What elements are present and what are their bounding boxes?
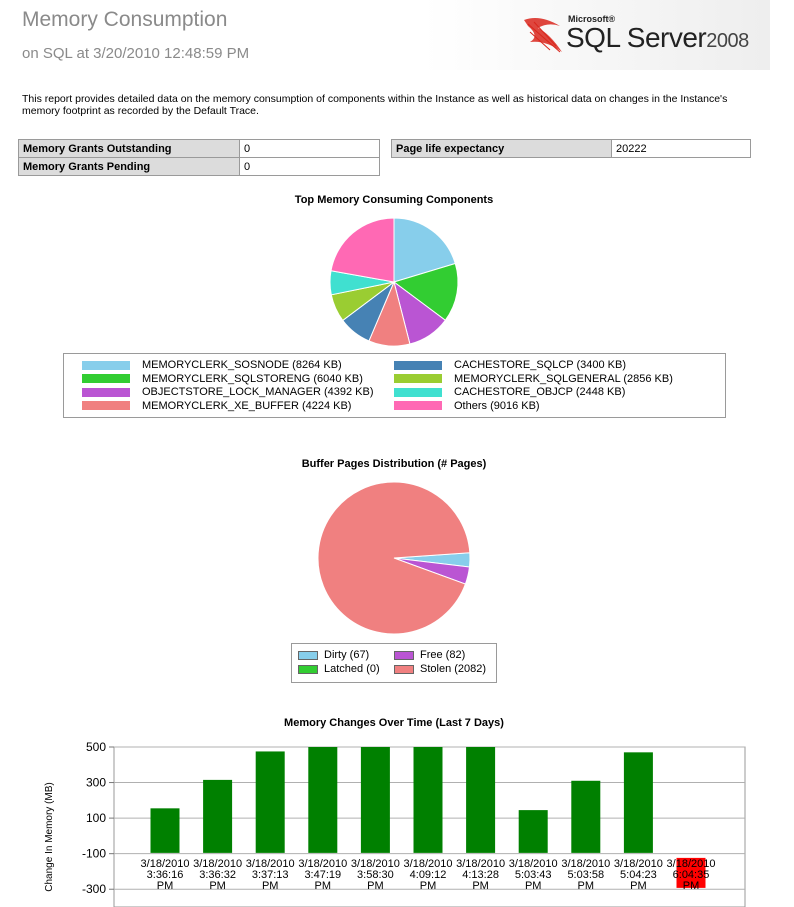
legend-label: Latched (0) — [324, 663, 380, 675]
page-life-value: 20222 — [611, 139, 751, 158]
report-subtitle: on SQL at 3/20/2010 12:48:59 PM — [22, 45, 250, 62]
report-header: Memory Consumption on SQL at 3/20/2010 1… — [0, 0, 770, 70]
report-description: This report provides detailed data on th… — [22, 93, 728, 117]
legend-item: Free (82) — [394, 649, 465, 662]
top-memory-legend: MEMORYCLERK_SOSNODE (8264 KB) MEMORYCLERK… — [63, 353, 726, 418]
top-memory-pie-chart — [329, 217, 459, 347]
table-row: Memory Grants Pending 0 — [18, 157, 380, 176]
legend-swatch — [298, 664, 318, 674]
y-axis-label: Change In Memory (MB) — [44, 782, 55, 891]
bar — [308, 747, 338, 853]
bar — [150, 808, 180, 853]
bar — [255, 751, 285, 853]
legend-swatch — [394, 664, 414, 674]
bar — [203, 779, 233, 853]
legend-item: MEMORYCLERK_XE_BUFFER (4224 KB) — [82, 400, 351, 413]
bar — [676, 857, 706, 888]
top-memory-chart-title: Top Memory Consuming Components — [294, 194, 494, 206]
y-tick-label: 100 — [86, 811, 106, 825]
legend-label: CACHESTORE_SQLCP (3400 KB) — [454, 359, 626, 371]
legend-swatch — [298, 650, 318, 660]
legend-label: CACHESTORE_OBJCP (2448 KB) — [454, 386, 626, 398]
x-tick-label: 3/18/2010 6:04:35 PM — [667, 858, 716, 892]
buffer-pages-pie-chart — [317, 481, 471, 635]
x-tick-label: 3/18/2010 5:04:23 PM — [614, 858, 663, 892]
legend-item: CACHESTORE_OBJCP (2448 KB) — [394, 386, 625, 399]
table-row: Page life expectancy 20222 — [391, 139, 751, 158]
bar — [413, 747, 443, 853]
legend-swatch — [394, 650, 414, 660]
legend-item: Latched (0) — [298, 663, 380, 676]
pie-slice-stolen — [317, 481, 471, 635]
bar — [360, 747, 390, 853]
bar — [623, 752, 653, 853]
legend-label: Stolen (2082) — [420, 663, 487, 675]
legend-item: Stolen (2082) — [394, 663, 486, 676]
buffer-pages-chart-title: Buffer Pages Distribution (# Pages) — [301, 458, 487, 470]
legend-label: OBJECTSTORE_LOCK_MANAGER (4392 KB) — [142, 386, 374, 398]
table-row: Memory Grants Outstanding 0 — [18, 139, 380, 158]
bar — [466, 747, 496, 853]
legend-label: MEMORYCLERK_SQLSTORENG (6040 KB) — [142, 372, 363, 385]
y-tick-label: 500 — [86, 740, 106, 754]
grants-outstanding-value: 0 — [239, 139, 380, 158]
x-tick-label: 3/18/2010 3:37:13 PM — [246, 858, 295, 892]
y-tick-label: -100 — [82, 847, 106, 861]
grants-pending-label: Memory Grants Pending — [18, 157, 240, 176]
legend-swatch — [394, 387, 442, 397]
legend-label: MEMORYCLERK_SQLGENERAL (2856 KB) — [454, 372, 673, 385]
report-title: Memory Consumption — [22, 8, 228, 31]
memory-changes-bar-chart: 500 300 100 -100 -300 Change In Memory (MB) 3/… — [44, 740, 746, 907]
legend-label: Free (82) — [420, 649, 466, 661]
logo-product-text: SQL Server2008 — [566, 22, 749, 53]
legend-item: MEMORYCLERK_SQLSTORENG (6040 KB) — [82, 373, 363, 386]
page-life-label: Page life expectancy — [391, 139, 612, 158]
sql-server-logo-icon — [524, 18, 562, 53]
legend-item: Dirty (67) — [298, 649, 369, 662]
legend-swatch — [82, 401, 130, 411]
buffer-pages-legend: Dirty (67) Latched (0) Free (82) Stolen (20… — [291, 643, 497, 683]
x-tick-label: 3/18/2010 4:13:28 PM — [456, 858, 505, 892]
legend-swatch — [394, 374, 442, 384]
x-tick-label: 3/18/2010 5:03:43 PM — [509, 858, 558, 892]
legend-swatch — [82, 360, 130, 370]
legend-swatch — [394, 360, 442, 370]
x-tick-label: 3/18/2010 3:47:19 PM — [298, 858, 347, 892]
legend-label: Others (9016 KB) — [454, 399, 540, 412]
x-tick-label: 3/18/2010 3:36:32 PM — [193, 858, 242, 892]
legend-swatch — [82, 387, 130, 397]
legend-item: CACHESTORE_SQLCP (3400 KB) — [394, 359, 626, 372]
legend-label: MEMORYCLERK_SOSNODE (8264 KB) — [142, 359, 342, 371]
legend-item: MEMORYCLERK_SQLGENERAL (2856 KB) — [394, 373, 673, 386]
legend-label: Dirty (67) — [324, 649, 370, 661]
legend-item: MEMORYCLERK_SOSNODE (8264 KB) — [82, 359, 342, 372]
bar — [518, 810, 548, 853]
legend-item: Others (9016 KB) — [394, 400, 540, 413]
legend-item: OBJECTSTORE_LOCK_MANAGER (4392 KB) — [82, 386, 373, 399]
legend-swatch — [394, 401, 442, 411]
pie-slice-memoryclerk-sqlstoreng — [392, 262, 459, 321]
logo-microsoft-text: Microsoft® — [568, 14, 616, 24]
bar — [571, 780, 601, 853]
x-tick-label: 3/18/2010 5:03:58 PM — [561, 858, 610, 892]
memory-grants-table: Memory Grants Outstanding 0 Memory Grant… — [18, 139, 380, 176]
page-life-table: Page life expectancy 20222 — [391, 139, 751, 158]
pie-slice-others — [330, 217, 395, 283]
memory-changes-chart-title: Memory Changes Over Time (Last 7 Days) — [284, 717, 504, 729]
legend-label: MEMORYCLERK_XE_BUFFER (4224 KB) — [142, 399, 352, 412]
grants-pending-value: 0 — [239, 157, 380, 176]
x-tick-label: 3/18/2010 3:36:16 PM — [141, 858, 190, 892]
y-tick-label: -300 — [82, 882, 106, 896]
y-tick-label: 300 — [86, 776, 106, 790]
grants-outstanding-label: Memory Grants Outstanding — [18, 139, 240, 158]
pie-slice-memoryclerk-sosnode — [393, 217, 456, 283]
x-tick-label: 3/18/2010 4:09:12 PM — [404, 858, 453, 892]
sql-server-logo: Microsoft® SQL Server2008 — [520, 12, 760, 60]
legend-swatch — [82, 374, 130, 384]
x-tick-label: 3/18/2010 3:58:30 PM — [351, 858, 400, 892]
